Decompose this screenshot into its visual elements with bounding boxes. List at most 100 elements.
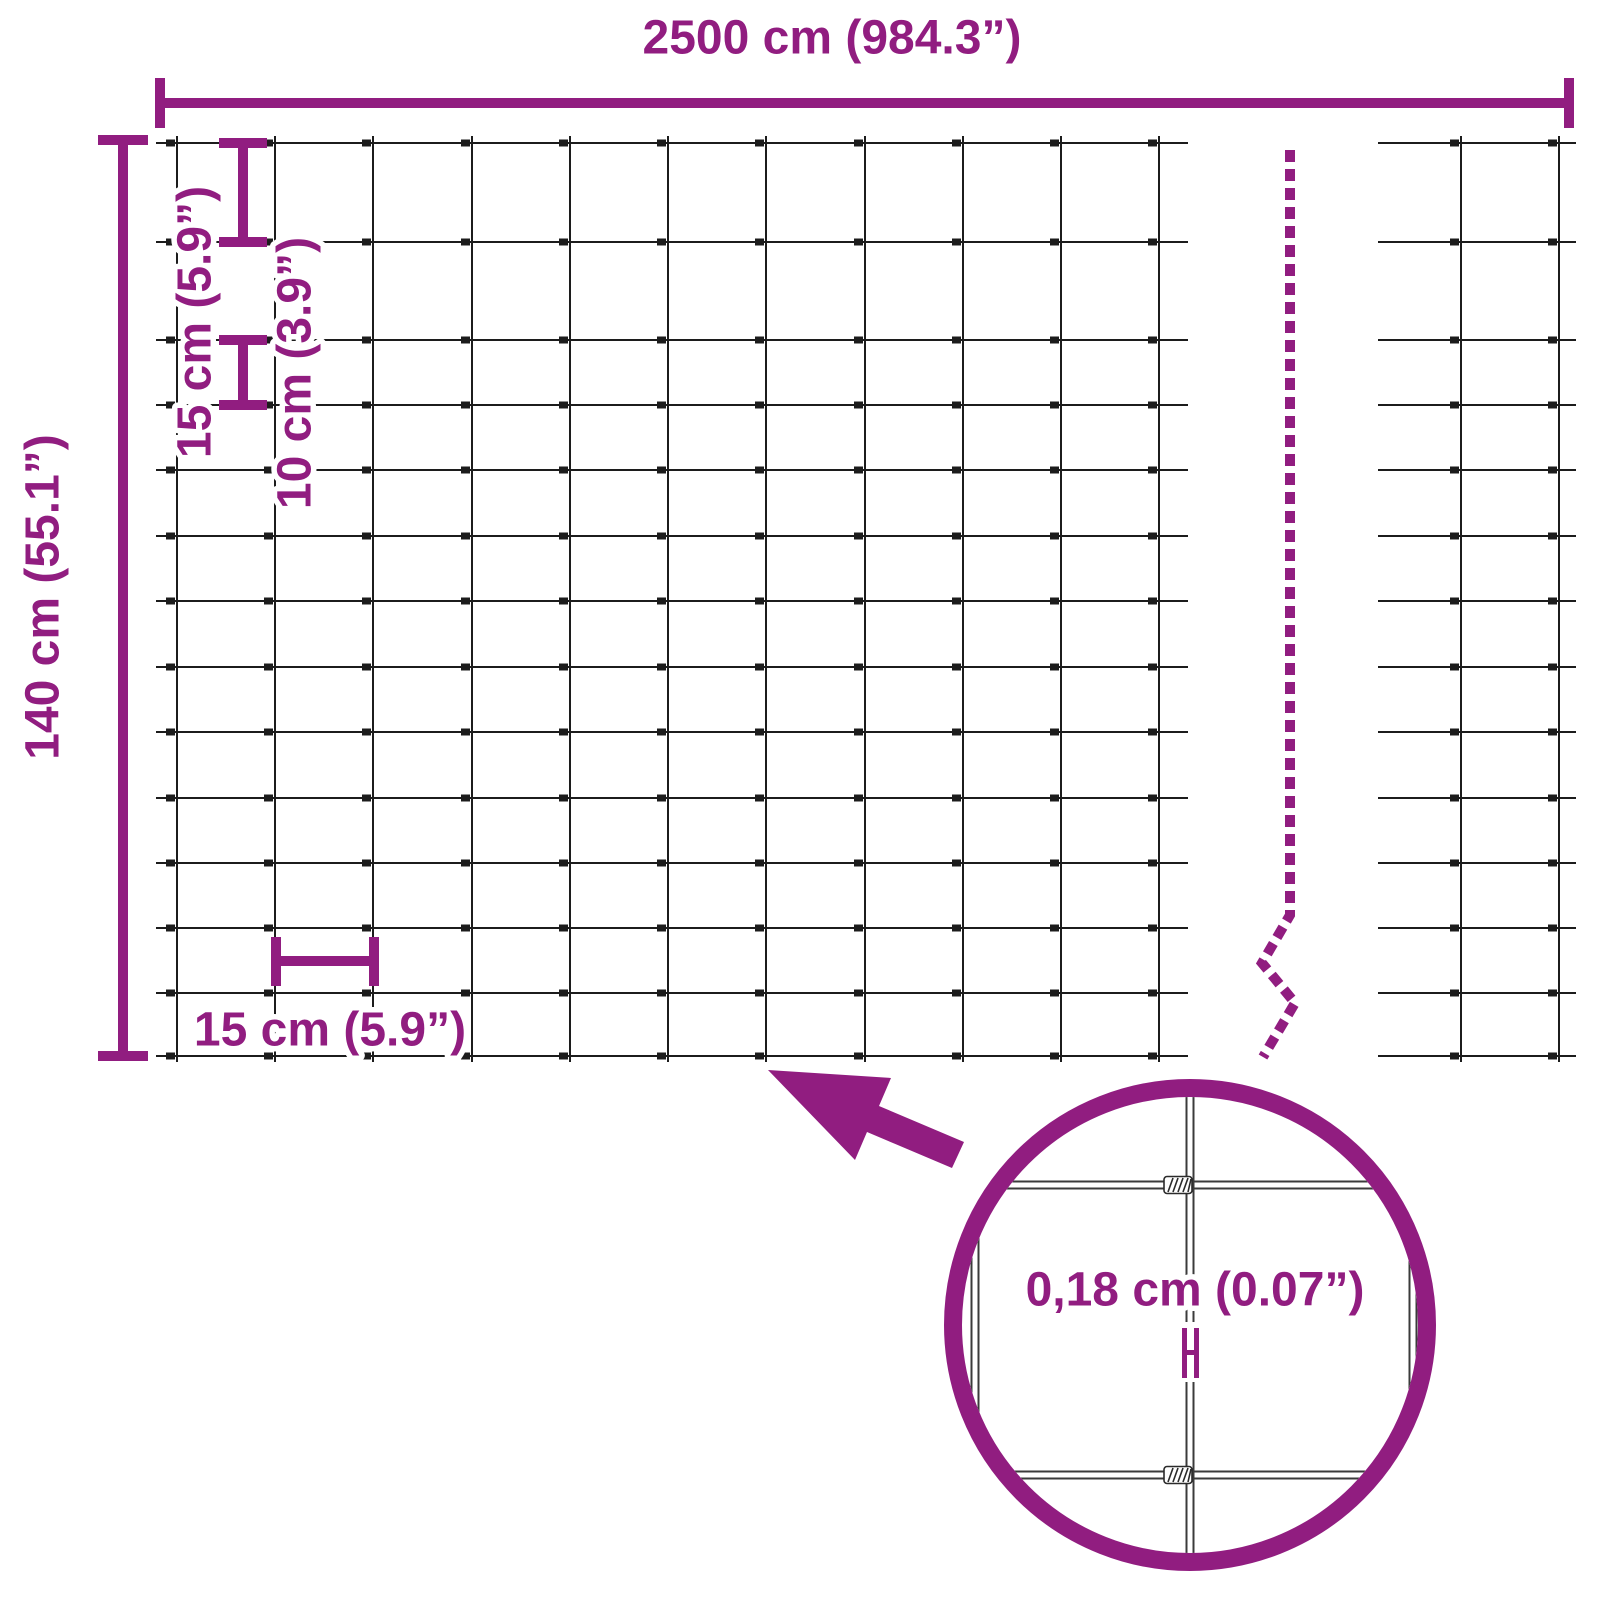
wire-knot [952, 1052, 961, 1060]
wire-knot [854, 989, 863, 997]
wire-knot [461, 989, 470, 997]
wire-knot [755, 728, 764, 736]
wire-knot [264, 238, 273, 246]
magnifier-arrow-icon [768, 1070, 964, 1168]
wire-knot [1548, 859, 1557, 867]
row-spacing-bracket [219, 335, 267, 410]
wire-knot [264, 989, 273, 997]
wire-knot [1148, 859, 1157, 867]
wire-knot [1050, 663, 1059, 671]
wire-knot [461, 238, 470, 246]
wire-knot [1548, 401, 1557, 409]
wire-knot [166, 924, 175, 932]
row-spacing-label: 10 cm (3.9”) [269, 237, 322, 509]
wire-knot [559, 532, 568, 540]
wire-knot [1148, 1052, 1157, 1060]
wire-knot [1548, 794, 1557, 802]
wire-knot [166, 1052, 175, 1060]
wire-knot [559, 859, 568, 867]
wire-knot [1148, 401, 1157, 409]
wire-knot [362, 466, 371, 474]
wire-knot [1148, 924, 1157, 932]
wire-knot [755, 663, 764, 671]
wire-knot [1548, 924, 1557, 932]
wire-knot [657, 1052, 666, 1060]
wire-thickness-marker [1177, 1322, 1205, 1382]
wire-knot [461, 466, 470, 474]
wire-knot [854, 336, 863, 344]
wire-knot [854, 597, 863, 605]
wire-knot [1050, 139, 1059, 147]
wire-knot [1450, 466, 1459, 474]
wire-knot [854, 1052, 863, 1060]
wire-knot [1450, 663, 1459, 671]
wire-knot [1148, 989, 1157, 997]
wire-knot [461, 401, 470, 409]
wire-knot [1050, 1052, 1059, 1060]
wire-knot [1148, 663, 1157, 671]
wire-knot [166, 466, 175, 474]
wire-knot [264, 597, 273, 605]
wire-knot [952, 401, 961, 409]
wire-diameter-label: 0,18 cm (0.07”) [1026, 1264, 1365, 1317]
wire-knot [166, 989, 175, 997]
wire-knot [952, 532, 961, 540]
wire-knot [559, 466, 568, 474]
wire-knot [657, 597, 666, 605]
wire-knot [264, 466, 273, 474]
wire-knot [1148, 794, 1157, 802]
wire-knot [1548, 139, 1557, 147]
wire-knot [1050, 924, 1059, 932]
wire-knot [166, 238, 175, 246]
wire-knot [559, 1052, 568, 1060]
wire-knot [657, 336, 666, 344]
wire-knot [952, 139, 961, 147]
wire-knot [1148, 466, 1157, 474]
wire-knot [1450, 238, 1459, 246]
wire-knot [166, 401, 175, 409]
wire-knot [952, 989, 961, 997]
wire-knot [1548, 238, 1557, 246]
wire-knot [952, 859, 961, 867]
wire-knot [264, 401, 273, 409]
wire-knot [362, 336, 371, 344]
top-row-spacing-bracket [219, 138, 267, 247]
wire-knot [166, 597, 175, 605]
wire-knot [362, 794, 371, 802]
wire-knot [657, 532, 666, 540]
wire-knot [559, 663, 568, 671]
wire-knot [1450, 1052, 1459, 1060]
wire-knot [1148, 532, 1157, 540]
left-height-dimension [98, 135, 148, 1061]
wire-knot [461, 794, 470, 802]
wire-knot [362, 859, 371, 867]
wire-knot [755, 466, 764, 474]
wire-knot [1148, 336, 1157, 344]
wire-knot [1450, 139, 1459, 147]
wire-knot [1548, 989, 1557, 997]
wire-knot [657, 401, 666, 409]
wire-knot [166, 728, 175, 736]
wire-knot [1050, 728, 1059, 736]
wire-knot [755, 859, 764, 867]
wire-knot [362, 663, 371, 671]
wire-knot [755, 336, 764, 344]
wire-knot [362, 728, 371, 736]
wire-knot [657, 238, 666, 246]
wire-knot [952, 336, 961, 344]
wire-knot [952, 238, 961, 246]
wire-knot [362, 532, 371, 540]
wire-knot [1450, 597, 1459, 605]
wire-knot [657, 924, 666, 932]
wire-knot [657, 466, 666, 474]
wire-knot [461, 532, 470, 540]
wire-knot [755, 532, 764, 540]
wire-knot-coil [1163, 1175, 1193, 1195]
wire-knot [755, 238, 764, 246]
wire-knot [362, 238, 371, 246]
wire-knot [1450, 401, 1459, 409]
wire-knot [854, 663, 863, 671]
wire-knot [1548, 663, 1557, 671]
wire-knot [362, 401, 371, 409]
